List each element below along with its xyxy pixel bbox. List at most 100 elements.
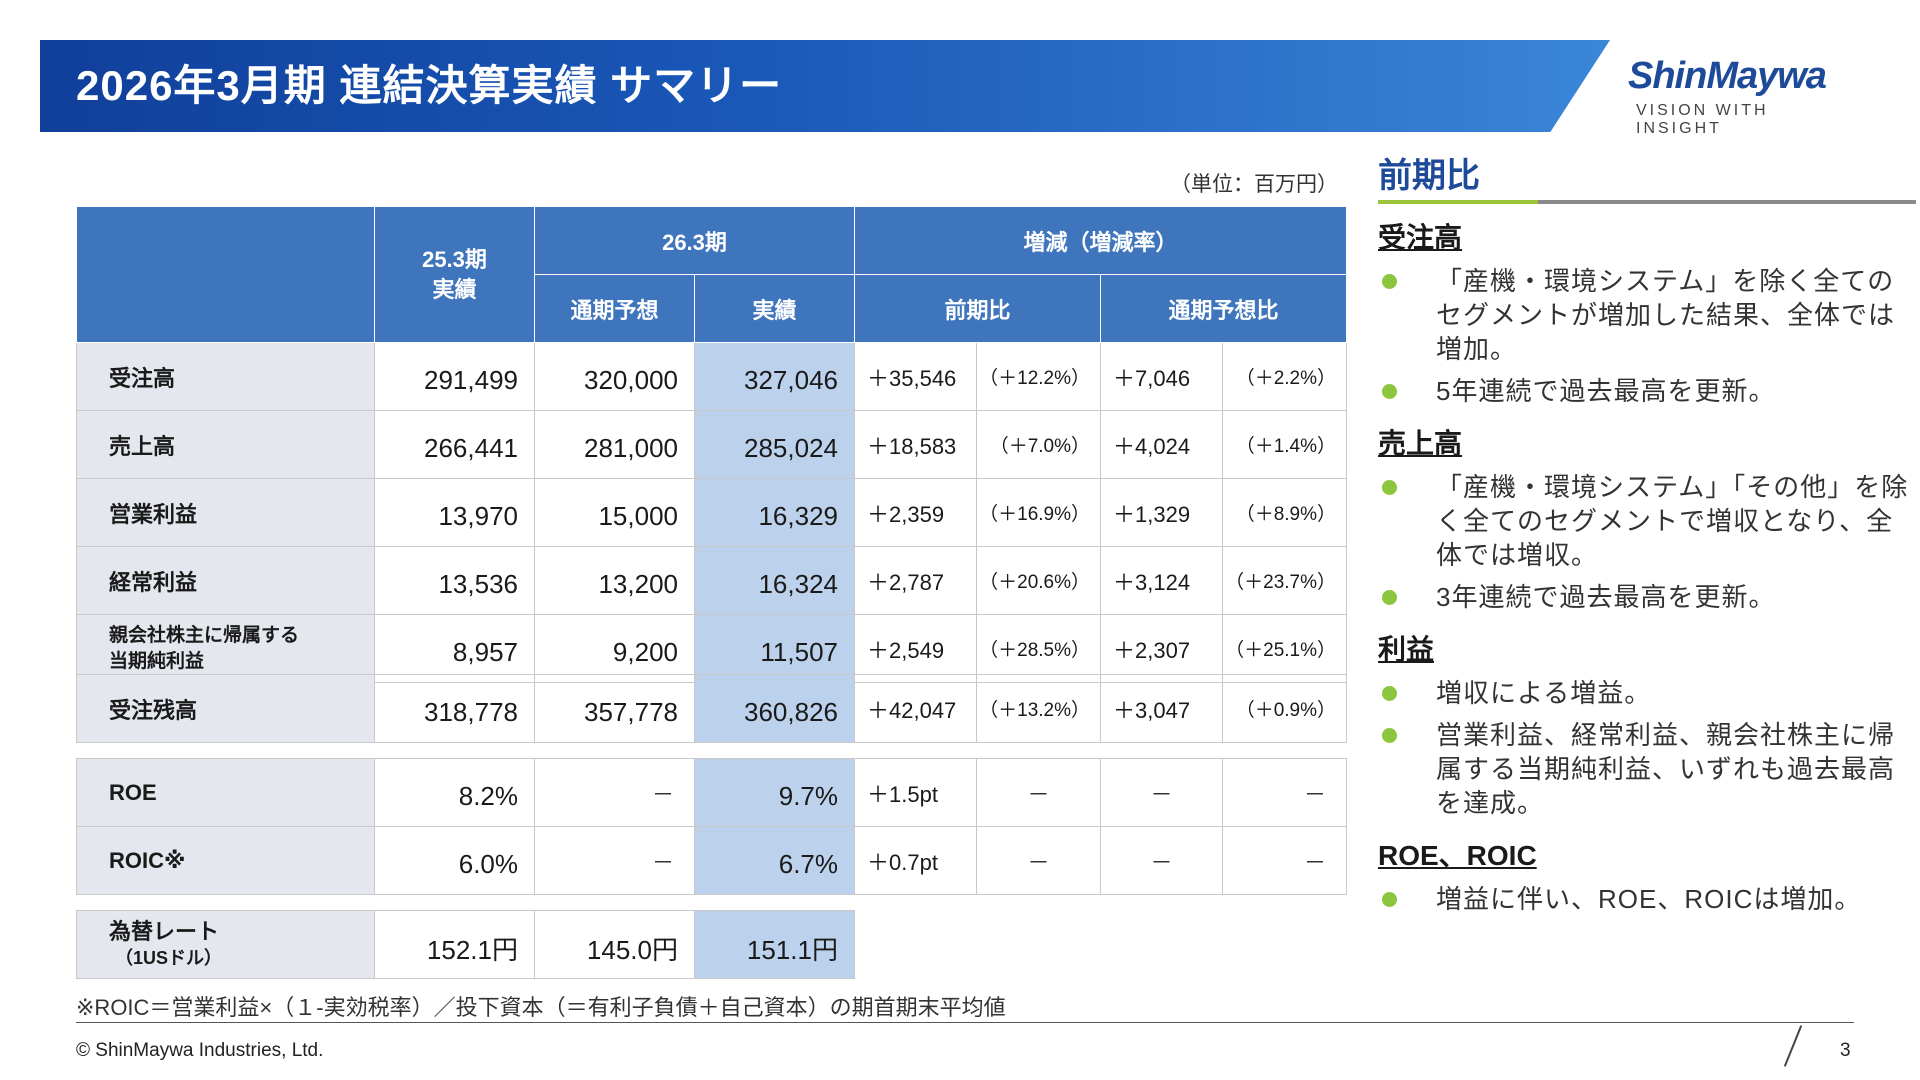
cell-forecast: － <box>534 758 695 827</box>
header-corner <box>76 206 375 343</box>
cell-prev: 6.0% <box>374 826 535 895</box>
cell-forecast: 9,200 <box>534 614 695 683</box>
cell-forecast: 145.0円 <box>534 910 695 979</box>
table-row: 受注高 291,499 320,000 327,046 ＋35,546 （＋12.2%）＋… <box>76 342 1347 411</box>
footer-divider <box>76 1022 1854 1023</box>
cell-vs-forecast: ＋7,046 <box>1100 342 1223 411</box>
cell-yoy: ＋1.5pt <box>854 758 977 827</box>
cell-vs-forecast: ＋3,124 <box>1100 546 1223 615</box>
company-logo: ShinMaywa VISION WITH INSIGHT <box>1628 54 1858 138</box>
cell-yoy: ＋35,546 <box>854 342 977 411</box>
cell-actual: 16,329 <box>694 478 855 547</box>
cell-yoy: ＋0.7pt <box>854 826 977 895</box>
cell-yoy: ＋2,787 <box>854 546 977 615</box>
row-label: 売上高 <box>76 410 375 479</box>
bullet-dot-icon <box>1382 480 1397 495</box>
section-heading: ROE、ROIC <box>1378 840 1537 871</box>
cell-prev: 8.2% <box>374 758 535 827</box>
cell-forecast: 281,000 <box>534 410 695 479</box>
table-row: 売上高 266,441 281,000 285,024 ＋18,583 （＋7.0%） ＋4… <box>76 410 1347 479</box>
section-heading: 受注高 <box>1378 222 1463 253</box>
bullet-dot-icon <box>1382 892 1397 907</box>
cell-prev: 266,441 <box>374 410 535 479</box>
row-label: 親会社株主に帰属する 当期純利益 <box>76 614 375 683</box>
fx-row: 為替レート （1USドル） 152.1円 145.0円 151.1円 <box>76 910 855 979</box>
cell-vs-forecast: ＋3,047 <box>1100 674 1223 743</box>
cell-vs-forecast: ＋4,024 <box>1100 410 1223 479</box>
cell-yoy: ＋2,549 <box>854 614 977 683</box>
cell-vs-forecast-rate: （＋25.1%） <box>1222 614 1347 683</box>
cell-prev: 291,499 <box>374 342 535 411</box>
commentary-panel: 前期比 受注高「産機・環境システム」を除く全てのセグメントが増加した結果、全体で… <box>1378 148 1918 916</box>
cell-prev: 13,970 <box>374 478 535 547</box>
cell-vs-forecast-rate: － <box>1222 758 1347 827</box>
cell-prev: 8,957 <box>374 614 535 683</box>
cell-actual: 6.7% <box>694 826 855 895</box>
cell-yoy-rate: － <box>976 758 1101 827</box>
bullet-text: 営業利益、経常利益、親会社株主に帰属する当期純利益、いずれも過去最高を達成。 <box>1436 720 1896 818</box>
header-yoy: 前期比 <box>854 274 1101 343</box>
logo-wordmark: ShinMaywa <box>1628 55 1827 97</box>
cell-actual: 360,826 <box>694 674 855 743</box>
cell-prev: 13,536 <box>374 546 535 615</box>
page-number: 3 <box>1840 1040 1851 1061</box>
bullet-dot-icon <box>1382 728 1397 743</box>
ratio-table: ROE 8.2% － 9.7% ＋1.5pt －－－ ROIC※ 6.0% － 6.7% ＋0.7p… <box>76 758 1347 895</box>
header-prev-actual: 25.3期 実績 <box>374 206 535 343</box>
cell-yoy-rate: （＋13.2%） <box>976 674 1101 743</box>
cell-vs-forecast-rate: － <box>1222 826 1347 895</box>
header-current-period: 26.3期 <box>534 206 855 275</box>
cell-vs-forecast: ＋1,329 <box>1100 478 1223 547</box>
table-row: 受注残高 318,778 357,778 360,826 ＋42,047 （＋13.2%）… <box>76 674 1347 743</box>
bullet-dot-icon <box>1382 686 1397 701</box>
cell-yoy-rate: （＋7.0%） <box>976 410 1101 479</box>
bullet-text: 「産機・環境システム」「その他」を除く全てのセグメントで増収となり、全体では増収… <box>1436 472 1909 570</box>
cell-vs-forecast-rate: （＋23.7%） <box>1222 546 1347 615</box>
bullet-item: 「産機・環境システム」を除く全てのセグメントが増加した結果、全体では増加。 <box>1378 264 1918 366</box>
row-label: 営業利益 <box>76 478 375 547</box>
bullet-text: 「産機・環境システム」を除く全てのセグメントが増加した結果、全体では増加。 <box>1436 266 1896 364</box>
cell-prev: 152.1円 <box>374 910 535 979</box>
bullet-item: 増収による増益。 <box>1378 676 1918 710</box>
header-actual: 実績 <box>694 274 855 343</box>
results-table: 25.3期 実績 26.3期 増減（増減率） 通期予想 実績 前期比 通期予想比… <box>76 206 1347 683</box>
bullet-item: 増益に伴い、ROE、ROICは増加。 <box>1378 882 1918 916</box>
cell-vs-forecast-rate: （＋0.9%） <box>1222 674 1347 743</box>
cell-actual: 327,046 <box>694 342 855 411</box>
row-label: 為替レート （1USドル） <box>76 910 375 979</box>
cell-vs-forecast: － <box>1100 826 1223 895</box>
bullet-item: 5年連続で過去最高を更新。 <box>1378 374 1918 408</box>
bullet-dot-icon <box>1382 590 1397 605</box>
cell-yoy-rate: （＋28.5%） <box>976 614 1101 683</box>
bullet-text: 5年連続で過去最高を更新。 <box>1436 376 1776 406</box>
bullet-dot-icon <box>1382 274 1397 289</box>
bullet-text: 増収による増益。 <box>1436 678 1652 708</box>
cell-prev: 318,778 <box>374 674 535 743</box>
header-vs-forecast: 通期予想比 <box>1100 274 1347 343</box>
table-row: 親会社株主に帰属する 当期純利益 8,957 9,200 11,507 ＋2,549 （＋… <box>76 614 1347 683</box>
copyright: © ShinMaywa Industries, Ltd. <box>76 1040 324 1061</box>
cell-actual: 285,024 <box>694 410 855 479</box>
bullet-item: 「産機・環境システム」「その他」を除く全てのセグメントで増収となり、全体では増収… <box>1378 470 1918 572</box>
cell-yoy: ＋42,047 <box>854 674 977 743</box>
fx-sublabel: （1USドル） <box>115 947 223 968</box>
section-heading: 売上高 <box>1378 428 1463 459</box>
panel-divider <box>1378 200 1916 204</box>
row-label: ROIC※ <box>76 826 375 895</box>
cell-vs-forecast-rate: （＋1.4%） <box>1222 410 1347 479</box>
header-change: 増減（増減率） <box>854 206 1347 275</box>
panel-title: 前期比 <box>1378 157 1480 195</box>
bullet-dot-icon <box>1382 384 1397 399</box>
cell-yoy-rate: （＋12.2%） <box>976 342 1101 411</box>
row-label: 受注残高 <box>76 674 375 743</box>
cell-actual: 16,324 <box>694 546 855 615</box>
cell-yoy: ＋18,583 <box>854 410 977 479</box>
cell-forecast: 320,000 <box>534 342 695 411</box>
footer-slash <box>1783 1025 1803 1067</box>
row-label: 受注高 <box>76 342 375 411</box>
bullet-item: 3年連続で過去最高を更新。 <box>1378 580 1918 614</box>
row-label: 経常利益 <box>76 546 375 615</box>
row-label: ROE <box>76 758 375 827</box>
cell-vs-forecast-rate: （＋8.9%） <box>1222 478 1347 547</box>
unit-note: （単位：百万円） <box>1170 173 1338 196</box>
